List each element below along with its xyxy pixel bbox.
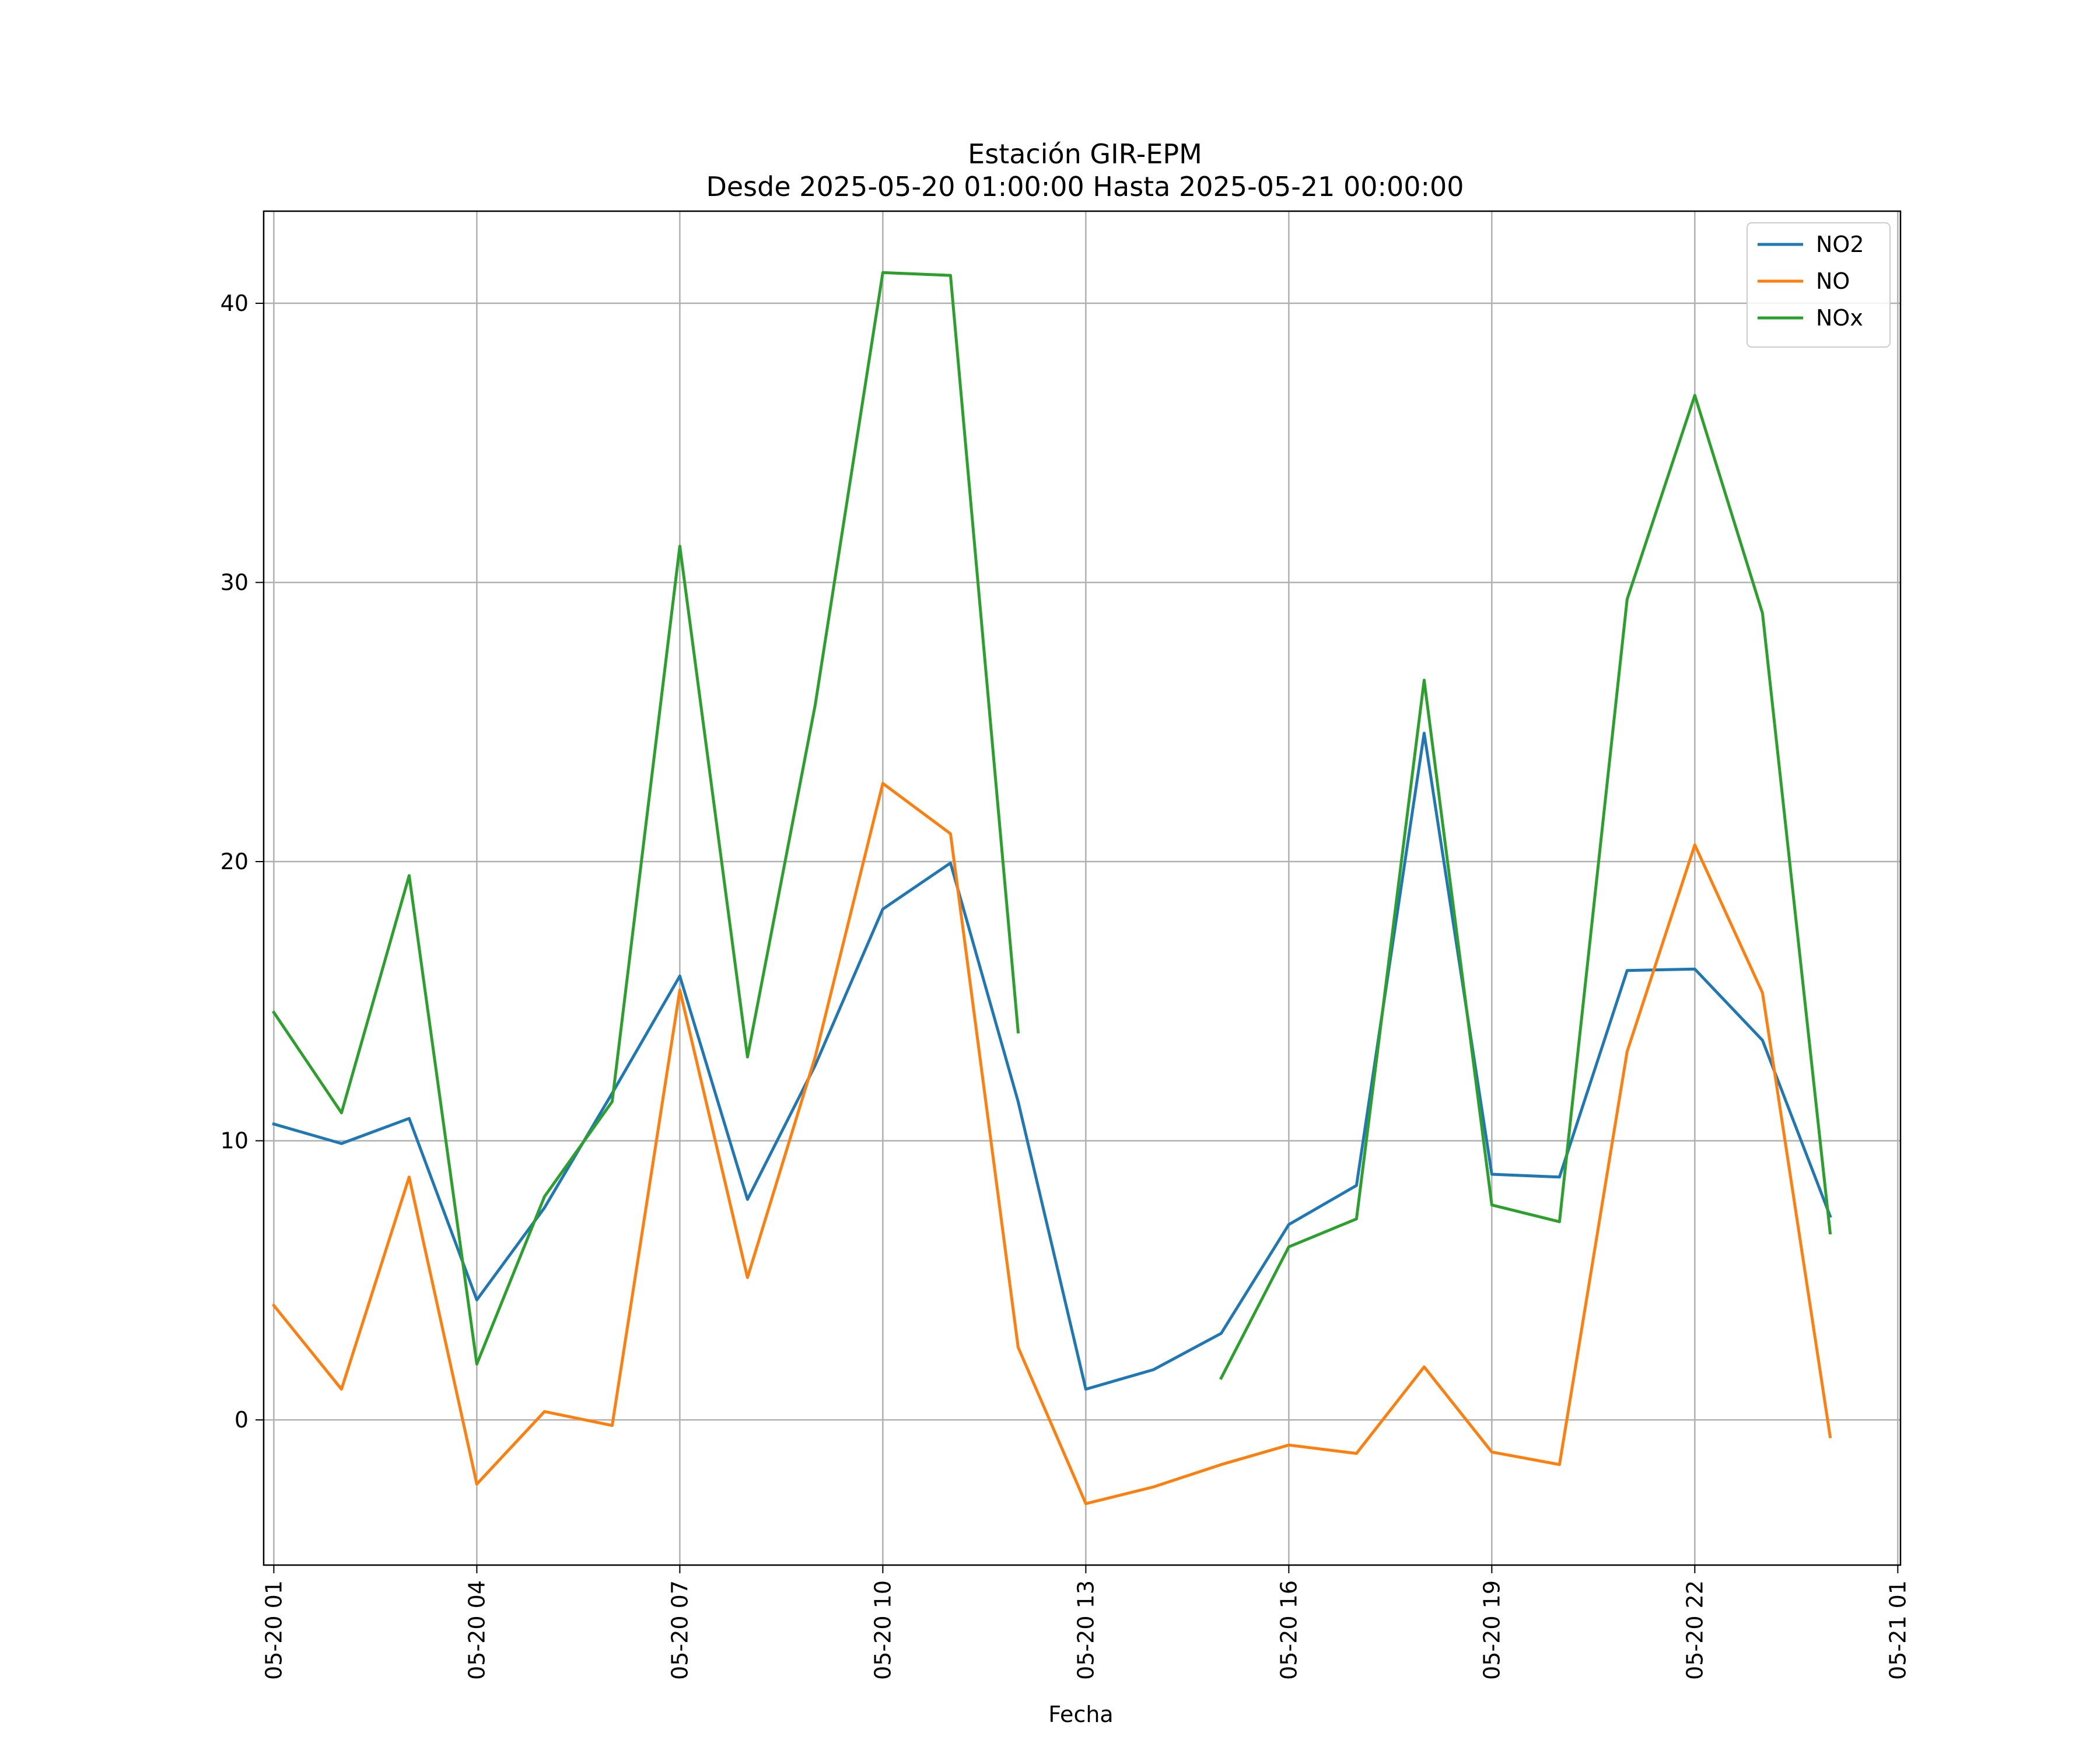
legend-label-nox: NOx (1816, 305, 1863, 331)
y-tick-label: 40 (220, 290, 249, 316)
axis-ticks: 05-20 01 05-20 04 05-20 07 05-20 10 05-20 13… (220, 290, 1911, 1680)
chart-title: Estación GIR-EPM (968, 138, 1202, 170)
y-tick-label: 30 (220, 569, 249, 595)
plot-frame (262, 210, 1902, 1566)
grid-lines (264, 211, 1901, 1565)
x-tick-label: 05-20 04 (464, 1580, 489, 1680)
series-line-nox (1219, 394, 1832, 1380)
x-tick-label: 05-20 01 (261, 1580, 286, 1680)
chart-subtitle: Desde 2025-05-20 01:00:00 Hasta 2025-05-… (706, 171, 1464, 202)
legend-label-no2: NO2 (1816, 232, 1864, 257)
x-tick-label: 05-20 07 (667, 1580, 692, 1680)
legend-box (1746, 222, 1891, 348)
x-axis-label: Fecha (1048, 1702, 1113, 1727)
series-lines (271, 271, 1832, 1506)
plot-area (264, 211, 1901, 1565)
legend-label-no: NO (1816, 268, 1850, 294)
legend: NO2 NO NOx (1746, 222, 1891, 348)
x-tick-label: 05-20 13 (1073, 1580, 1098, 1680)
series-line-no (271, 782, 1832, 1506)
y-tick-label: 0 (235, 1407, 249, 1433)
x-tick-label: 05-20 22 (1682, 1580, 1707, 1680)
y-tick-label: 10 (220, 1128, 249, 1154)
x-tick-label: 05-20 16 (1276, 1580, 1301, 1680)
x-tick-label: 05-20 19 (1479, 1580, 1504, 1680)
y-tick-label: 20 (220, 849, 249, 874)
x-tick-label: 05-21 01 (1885, 1580, 1910, 1680)
x-tick-label: 05-20 10 (870, 1580, 895, 1680)
series-line-nox (271, 271, 1020, 1366)
